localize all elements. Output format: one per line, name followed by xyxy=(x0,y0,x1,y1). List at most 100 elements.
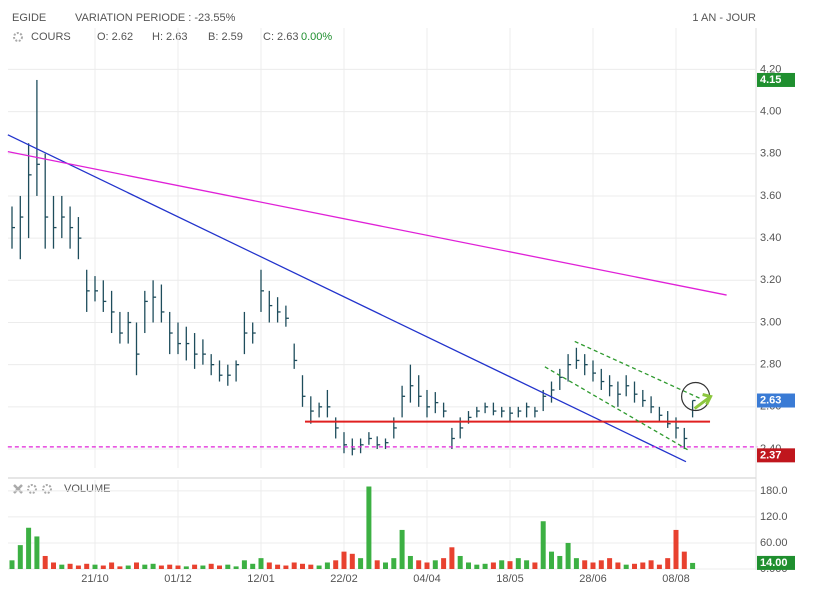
x-tick-label: 22/02 xyxy=(330,573,358,585)
settings-icon[interactable] xyxy=(42,484,52,494)
y-tick-label: 3.20 xyxy=(760,274,781,286)
volume-bar xyxy=(673,529,679,569)
volume-bar xyxy=(59,564,65,569)
volume-bar xyxy=(615,562,621,569)
y-tick-label: 4.20 xyxy=(760,63,781,75)
x-tick-label: 28/06 xyxy=(579,573,607,585)
volume-bar xyxy=(51,562,56,569)
trend-line xyxy=(7,134,687,463)
volume-bar xyxy=(67,563,73,569)
period[interactable]: 1 AN - JOUR xyxy=(692,12,756,24)
y2-tick-label: 180.0 xyxy=(760,485,788,497)
price-marker-label: 4.15 xyxy=(760,74,781,86)
volume-bar xyxy=(358,558,364,569)
y2-tick-label: 120.0 xyxy=(760,511,788,523)
y-tick-label: 3.40 xyxy=(760,232,781,244)
volume-bar xyxy=(217,565,222,569)
volume-bar xyxy=(607,558,613,569)
x-tick-label: 04/04 xyxy=(413,573,441,585)
close: C: 2.63 xyxy=(263,31,298,43)
volume-bar xyxy=(383,562,388,569)
volume-bar xyxy=(9,560,15,569)
volume-bar xyxy=(192,564,198,569)
price-marker xyxy=(757,555,795,570)
volume-bar xyxy=(598,560,604,569)
volume-bar xyxy=(632,563,637,569)
grid xyxy=(8,28,756,570)
volume-bar xyxy=(565,542,571,569)
volume-bar xyxy=(233,566,239,569)
volume-bar xyxy=(540,521,546,569)
x-tick-label: 08/08 xyxy=(662,573,690,585)
volume-bar xyxy=(183,566,189,569)
x-tick-label: 01/12 xyxy=(164,573,192,585)
open: O: 2.62 xyxy=(97,31,133,43)
price-marker-label: 14.00 xyxy=(760,557,788,569)
volume-bar xyxy=(524,560,530,569)
trend-line xyxy=(574,340,701,399)
volume-bar xyxy=(623,564,629,569)
volume-bar xyxy=(241,560,247,569)
variation: VARIATION PERIODE : -23.55% xyxy=(75,12,236,24)
volume-bar xyxy=(125,565,131,569)
settings-icon[interactable] xyxy=(13,32,23,42)
volume-bar xyxy=(109,562,115,569)
volume-bar xyxy=(582,560,588,569)
volume-bar xyxy=(366,486,372,569)
volume-bar xyxy=(308,564,314,569)
high: H: 2.63 xyxy=(152,31,187,43)
volume-bar xyxy=(490,562,496,569)
volume-title: VOLUME xyxy=(64,483,110,495)
volume-bar xyxy=(424,562,430,569)
volume-bar xyxy=(341,551,347,569)
pane-title: COURS xyxy=(31,31,71,43)
volume-bar xyxy=(499,560,505,569)
volume-bar xyxy=(142,564,148,569)
symbol: EGIDE xyxy=(12,12,46,24)
volume-bar xyxy=(75,565,81,569)
volume-bar xyxy=(690,562,696,569)
y-tick-label: 2.80 xyxy=(760,359,781,371)
volume-bar xyxy=(34,536,40,569)
volume-bar xyxy=(432,560,438,569)
volume-bar xyxy=(507,561,513,569)
volume-bar xyxy=(84,563,90,569)
volume-bar xyxy=(225,564,231,569)
volume-bar xyxy=(250,563,256,569)
volume-bar xyxy=(399,529,405,569)
volume-bar xyxy=(167,564,173,569)
volume-bar xyxy=(349,553,355,569)
volume-bar xyxy=(573,558,579,569)
volume-bar xyxy=(134,562,139,569)
volume-bar xyxy=(258,558,264,569)
price-marker xyxy=(757,448,795,463)
trend-line xyxy=(544,366,691,452)
y-tick-label: 4.00 xyxy=(760,106,781,118)
volume-bar xyxy=(374,560,380,569)
price-marker-label: 2.63 xyxy=(760,394,781,406)
volume-bar xyxy=(656,564,662,569)
settings-icon[interactable] xyxy=(27,484,37,494)
volume-bar xyxy=(457,555,463,569)
change: 0.00% xyxy=(301,31,332,43)
volume-bar xyxy=(275,564,281,569)
volume-bar xyxy=(449,547,455,569)
price-marker xyxy=(757,393,795,408)
volume-bar xyxy=(150,563,156,569)
volume-bar xyxy=(640,562,646,569)
volume-bar xyxy=(681,551,687,569)
volume-bar xyxy=(324,562,330,569)
volume-bar xyxy=(300,563,305,569)
volume-bar xyxy=(466,562,471,569)
volume-bar xyxy=(441,558,447,569)
volume-bar xyxy=(117,566,123,569)
volume-bar xyxy=(17,545,23,569)
close-icon[interactable] xyxy=(13,484,23,494)
volume-bar xyxy=(208,563,214,569)
volume-bar xyxy=(590,562,596,569)
volume-bar xyxy=(92,564,98,569)
volume-bar xyxy=(158,565,164,569)
low: B: 2.59 xyxy=(208,31,243,43)
volume-bar xyxy=(515,558,521,569)
